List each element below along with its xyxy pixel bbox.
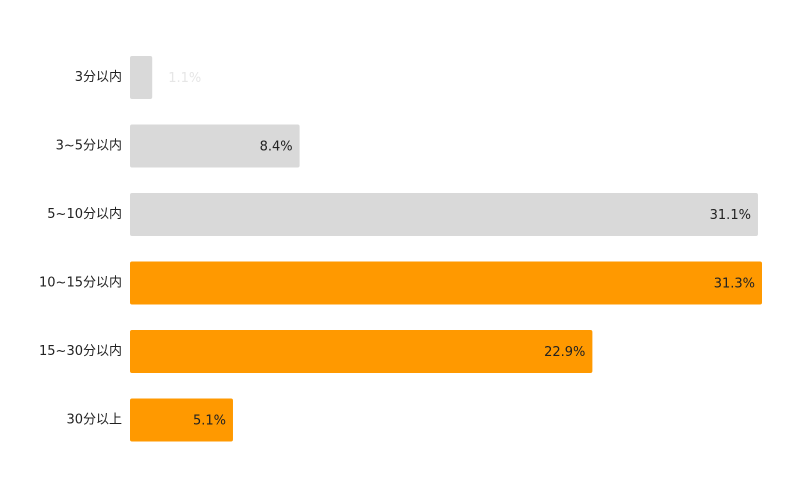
category-label: 3~5分以内 [56, 138, 122, 154]
value-label: 8.4% [260, 140, 293, 155]
bar [130, 261, 762, 305]
value-label: 31.1% [710, 208, 751, 223]
bar [130, 193, 758, 236]
bar [130, 56, 153, 99]
bar [130, 398, 233, 442]
category-label: 3分以内 [75, 69, 122, 85]
value-label: 22.9% [544, 345, 585, 360]
category-label: 15~30分以内 [39, 343, 122, 359]
bar [130, 330, 593, 373]
value-label: 5.1% [193, 414, 226, 429]
category-label: 5~10分以内 [47, 206, 122, 222]
category-label: 30分以上 [66, 413, 122, 428]
value-label: 31.3% [714, 277, 755, 292]
category-label: 10~15分以内 [39, 275, 122, 291]
value-label: 1.1% [168, 71, 201, 86]
bar [130, 124, 300, 168]
